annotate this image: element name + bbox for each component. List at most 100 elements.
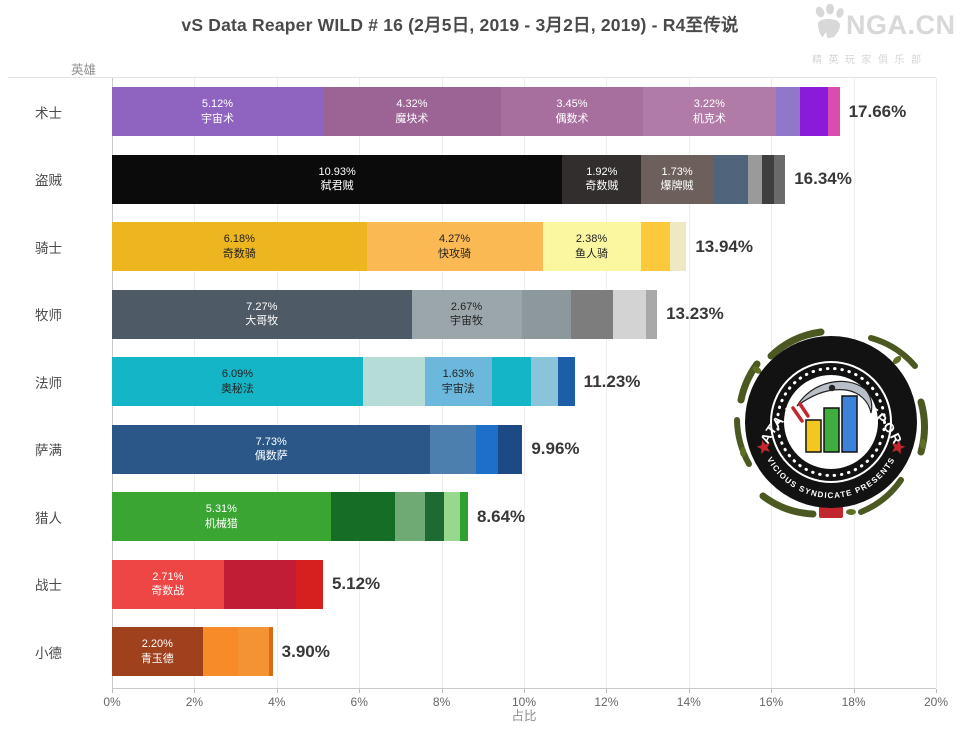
total-label: 16.34% (794, 169, 852, 189)
gridline (936, 78, 937, 688)
segment-percent: 2.71% (152, 570, 184, 583)
x-tick-label: 4% (268, 695, 286, 709)
bar-segment (775, 87, 801, 137)
hero-label: 法师 (35, 375, 62, 391)
total-label: 9.96% (531, 439, 580, 459)
bar-row: 骑士 6.18% 奇数骑 4.27% 快攻骑 2.38% 鱼人骑 13.94% (0, 213, 960, 281)
x-tick (853, 689, 855, 693)
segment-deck-name: 机械猎 (204, 517, 238, 530)
bar-segment: 5.31% 机械猎 (112, 492, 331, 542)
segment-deck-name: 大哥牧 (245, 315, 279, 328)
x-tick (112, 689, 113, 693)
segment-deck-name: 魔块术 (395, 112, 429, 125)
red-marks-icon (791, 402, 810, 423)
x-tick-label: 6% (350, 695, 368, 709)
segment-deck-name: 爆牌贼 (660, 180, 694, 193)
bar-segment (430, 424, 476, 474)
total-label: 8.64% (476, 506, 526, 526)
segment-percent: 1.63% (442, 368, 474, 381)
bar-segment (425, 492, 445, 542)
bar-segment (774, 154, 786, 204)
segment-percent: 2.67% (450, 300, 483, 313)
stacked-bar: 7.27% 大哥牧 2.67% 宇宙牧 (112, 289, 658, 339)
bar-segment (558, 357, 575, 407)
bar-segment (800, 87, 829, 137)
bar-segment: 2.71% 奇数战 (112, 559, 224, 609)
bar-segment (530, 357, 559, 407)
bar-row: 猎人 5.31% 机械猎 8.64% (0, 483, 960, 551)
bar-segment (475, 424, 499, 474)
x-tick-label: 2% (185, 695, 204, 709)
bar-segment (747, 154, 763, 204)
bar-segment (223, 559, 296, 609)
segment-deck-name: 机克术 (692, 112, 726, 125)
bar-segment: 4.32% 魔块术 (322, 87, 501, 137)
bar-segment (498, 424, 523, 474)
x-tick (441, 689, 443, 693)
segment-percent: 1.73% (661, 165, 693, 178)
vine-leaves (740, 356, 926, 515)
stacked-bar: 6.18% 奇数骑 4.27% 快攻骑 2.38% 鱼人骑 (112, 222, 687, 272)
x-tick-label: 12% (594, 695, 619, 709)
bar-segment: 2.20% 青玉德 (112, 627, 203, 677)
bar-segment: 6.09% 奥秘法 (112, 357, 363, 407)
segment-deck-name: 奇数贼 (585, 180, 619, 193)
bar-segment: 6.18% 奇数骑 (112, 222, 367, 272)
stacked-bar: 6.09% 奥秘法 1.63% 宇宙法 (112, 357, 575, 407)
x-tick (606, 689, 608, 693)
segment-deck-name: 奇数骑 (222, 247, 256, 260)
x-tick (194, 689, 196, 693)
bar-segment: 5.12% 宇宙术 (112, 87, 323, 137)
stacked-bar: 7.73% 偶数萨 (112, 424, 523, 474)
hero-label: 猎人 (35, 510, 62, 526)
x-tick-label: 16% (759, 695, 784, 709)
segment-percent: 3.22% (693, 98, 725, 111)
bear-paw-icon (812, 3, 846, 47)
bar-segment (571, 289, 613, 339)
chart-top-border (8, 77, 936, 78)
chart-title: vS Data Reaper WILD # 16 (2月5日, 2019 - 3… (181, 15, 739, 35)
nga-logo-text: NGA.CN (846, 10, 956, 40)
bar-segment (640, 222, 671, 272)
hero-label: 小德 (35, 645, 62, 661)
hero-label: 牧师 (35, 308, 62, 324)
segment-percent: 3.45% (556, 98, 588, 111)
bar-segment (712, 154, 748, 204)
y-axis-title: 英雄 (70, 63, 96, 77)
segment-deck-name: 奇数战 (151, 585, 185, 598)
bar-segment (612, 289, 647, 339)
bar-segment (762, 154, 775, 204)
bar-segment (202, 627, 238, 677)
bar-segment (444, 492, 460, 542)
segment-percent: 5.31% (205, 503, 237, 516)
stacked-bar: 2.71% 奇数战 (112, 559, 323, 609)
bar-row: 小德 2.20% 青玉德 3.90% (0, 618, 960, 686)
bar-segment: 7.27% 大哥牧 (112, 289, 412, 339)
x-tick-label: 14% (676, 695, 701, 709)
bar-rows: 术士 5.12% 宇宙术 4.32% 魔块术 3.45% 偶数术 3.22% 机克术 17.66%… (0, 78, 960, 688)
x-axis: 0% 2% 4% 6% 8% 10% 12% 14% 16% 18% 20% (103, 688, 948, 709)
bar-segment (670, 222, 687, 272)
segment-deck-name: 快攻骑 (438, 247, 472, 260)
x-tick (936, 689, 937, 693)
segment-deck-name: 宇宙牧 (450, 315, 484, 328)
segment-deck-name: 宇宙术 (200, 112, 234, 125)
bar-segment (521, 289, 572, 339)
total-label: 13.23% (666, 304, 724, 324)
gridline (606, 78, 608, 688)
bar-segment (828, 87, 840, 137)
segment-percent: 6.09% (221, 368, 254, 381)
segment-percent: 2.38% (575, 233, 608, 246)
bar-segment (394, 492, 426, 542)
x-tick-label: 8% (432, 695, 451, 709)
bar-segment: 10.93% 弑君贼 (112, 154, 563, 204)
hero-label: 盗贼 (35, 173, 62, 189)
total-label: 17.66% (848, 101, 907, 121)
bar-row: 牧师 7.27% 大哥牧 2.67% 宇宙牧 13.23% (0, 281, 960, 349)
hero-label: 战士 (35, 578, 62, 594)
x-tick (688, 689, 690, 693)
bar-segment: 3.45% 偶数术 (500, 87, 644, 137)
segment-percent: 4.27% (438, 233, 471, 246)
total-label: 11.23% (583, 371, 641, 391)
bar-segment: 2.67% 宇宙牧 (411, 289, 522, 339)
